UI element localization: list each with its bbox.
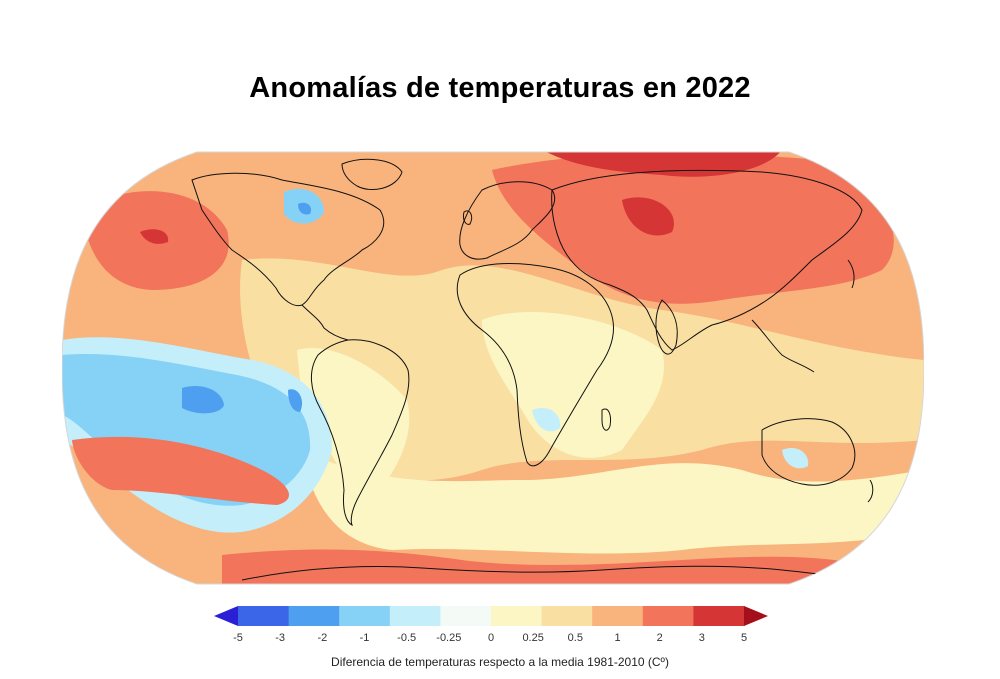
coastline-greenland [341, 158, 403, 190]
legend-tick-label: 5 [740, 632, 748, 644]
legend-bin [389, 606, 441, 626]
chart-title: Anomalías de temperaturas en 2022 [249, 72, 751, 104]
legend-colorbar [214, 606, 768, 626]
legend-tick-label: 2 [656, 632, 663, 644]
legend-tick-label: 0.5 [567, 632, 583, 644]
coastline-madagascar [601, 408, 611, 431]
region-cool-south-atlantic [532, 408, 561, 432]
coastline-north-america [191, 172, 385, 307]
legend-bin [744, 606, 768, 626]
legend-tick-label: -2 [317, 632, 328, 644]
region-warm-eurasia [492, 153, 894, 304]
region-cool-australia [782, 447, 809, 469]
legend-tick-label: 0.25 [522, 632, 544, 644]
region-hot-siberia [622, 197, 674, 236]
legend-bin [541, 606, 593, 626]
coastline-africa [456, 263, 615, 467]
legend-bin [238, 606, 290, 626]
region-hot-arctic [542, 152, 782, 177]
legend-bin [288, 606, 340, 626]
coastline-central-america [301, 304, 349, 341]
coastline-southeast-asia [751, 319, 815, 373]
legend-tick-label: -3 [275, 632, 286, 644]
region-warm-south-pacific [72, 436, 289, 505]
legend-bin [339, 606, 391, 626]
legend-bin [440, 606, 492, 626]
region-cold-coast [288, 389, 303, 412]
map-svg [62, 151, 924, 585]
legend-bin [693, 606, 745, 626]
legend-tick-label: 3 [698, 632, 705, 644]
region-neutral-africa [482, 311, 664, 458]
color-legend: -5 -3 -2 -1 -0.5 -0.25 0 0.25 0.5 1 2 3 5 [214, 602, 768, 662]
legend-bin [642, 606, 694, 626]
legend-tick-row: -5 -3 -2 -1 -0.5 -0.25 0 0.25 0.5 1 2 3 5 [214, 632, 768, 648]
coastline-uk [463, 210, 473, 225]
coastline-asia [551, 169, 863, 351]
coastline-australia [761, 418, 856, 486]
legend-tick-label: -0.25 [436, 632, 462, 644]
globe-outline [62, 151, 924, 585]
coastline-india [655, 299, 678, 355]
legend-tick-label: -0.5 [397, 632, 417, 644]
coastline-south-america [311, 339, 410, 527]
region-cold-core [182, 385, 224, 414]
legend-bin [214, 606, 238, 626]
legend-tick-label: 1 [614, 632, 621, 644]
legend-tick-label: -5 [233, 632, 243, 644]
region-hot-north-pacific-core [140, 229, 169, 244]
region-warm-antarctic [222, 549, 862, 584]
coastline-japan [847, 259, 855, 289]
legend-bin [592, 606, 644, 626]
coastline-new-zealand [867, 479, 874, 503]
legend-bin [491, 606, 543, 626]
legend-tick-label: 0 [487, 632, 495, 644]
coastline-europe [459, 181, 555, 260]
region-cold-hudson-bay-core [298, 202, 312, 215]
legend-tick-label: -1 [359, 632, 370, 644]
region-neutral-land-south-america [297, 348, 410, 510]
coastline-antarctica [241, 565, 863, 584]
region-neutral-south [302, 450, 924, 554]
anomaly-map [62, 150, 924, 586]
legend-caption: Diferencia de temperaturas respecto a la… [331, 655, 669, 669]
